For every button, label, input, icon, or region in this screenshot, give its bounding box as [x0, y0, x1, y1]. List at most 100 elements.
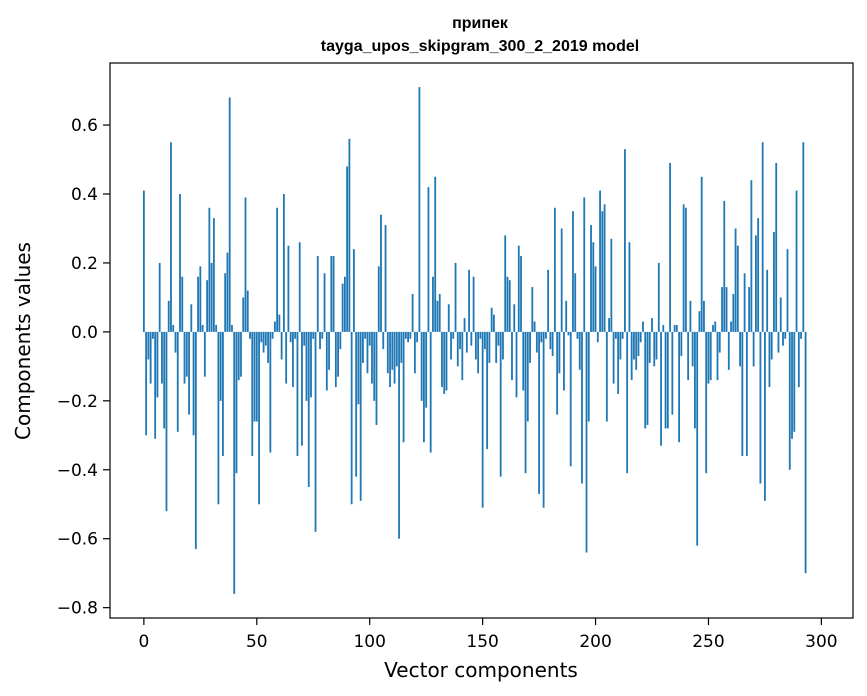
bar [210, 262, 213, 332]
bar [280, 331, 283, 360]
bar [362, 331, 364, 363]
bar [678, 331, 681, 443]
bar [264, 331, 267, 346]
bar [402, 331, 405, 443]
bar [596, 331, 599, 343]
bar [761, 142, 764, 332]
y-tick-label: −0.2 [57, 392, 98, 412]
bar [305, 331, 308, 401]
bar [533, 321, 536, 332]
x-tick-label: 100 [353, 632, 385, 652]
bar [416, 331, 419, 343]
bar [594, 266, 597, 332]
bar [287, 245, 290, 332]
bar [425, 331, 428, 408]
bar [791, 331, 793, 439]
bar [691, 331, 694, 367]
bar [511, 331, 513, 381]
bar [612, 331, 615, 384]
bar [773, 231, 775, 332]
bar [757, 218, 760, 332]
bar [504, 235, 507, 332]
bar [337, 331, 339, 377]
bar [651, 318, 653, 332]
bar [732, 293, 735, 332]
bar [447, 304, 450, 332]
bar [276, 207, 279, 332]
bar [703, 300, 705, 332]
bar [301, 331, 303, 446]
bar [325, 331, 328, 391]
bar [310, 331, 312, 398]
bar [648, 331, 651, 363]
bar [260, 331, 263, 343]
bar [393, 331, 396, 384]
bar [355, 331, 358, 477]
bar [529, 331, 531, 363]
bar [590, 225, 592, 332]
bar [538, 331, 540, 494]
bar [800, 331, 802, 339]
bar [804, 331, 807, 574]
bar [540, 331, 543, 343]
bar [188, 331, 190, 415]
bar [493, 314, 495, 332]
bar [694, 331, 696, 429]
bar [366, 331, 369, 374]
bar [167, 300, 170, 332]
bar [165, 331, 168, 512]
bar [465, 331, 468, 353]
bar [312, 331, 315, 339]
bar [242, 297, 245, 332]
bar [319, 331, 321, 350]
bar [483, 331, 486, 350]
bar [574, 273, 577, 332]
bar [673, 324, 676, 332]
y-tick-label: −0.4 [57, 461, 98, 481]
bar [298, 242, 301, 332]
bar [452, 331, 455, 339]
bar [346, 166, 349, 332]
bar [642, 321, 644, 332]
bar [172, 324, 175, 332]
chart-title-line2: tayga_upos_skipgram_300_2_2019 model [321, 38, 639, 55]
bar [244, 197, 247, 332]
bar [739, 331, 741, 367]
bar [142, 190, 145, 332]
bar [400, 331, 403, 363]
bar [669, 162, 671, 332]
bar [249, 331, 251, 339]
bar [269, 331, 272, 453]
bar [158, 262, 161, 332]
bar [687, 331, 690, 381]
x-tick-label: 250 [692, 632, 724, 652]
bar-series [142, 87, 807, 594]
bar [443, 331, 446, 394]
bar [438, 293, 441, 332]
bar [170, 142, 172, 332]
bar [587, 331, 590, 422]
bar [432, 276, 434, 332]
bar [380, 214, 382, 332]
bar [750, 180, 753, 332]
y-tick-label: −0.6 [57, 530, 98, 550]
bar [149, 331, 152, 384]
bar [253, 331, 256, 422]
bar [585, 331, 588, 553]
bar [208, 207, 211, 332]
bar [294, 331, 297, 339]
bar [682, 204, 685, 332]
bar [222, 331, 224, 456]
bar [637, 331, 640, 357]
bar [348, 138, 351, 332]
bar [411, 293, 414, 332]
bar [513, 304, 516, 332]
bar [477, 331, 480, 374]
bar [212, 218, 215, 332]
bar [497, 331, 500, 346]
bar [192, 331, 195, 436]
bar [759, 331, 762, 484]
bar [434, 176, 437, 332]
bar [603, 204, 606, 332]
bar [655, 331, 658, 360]
